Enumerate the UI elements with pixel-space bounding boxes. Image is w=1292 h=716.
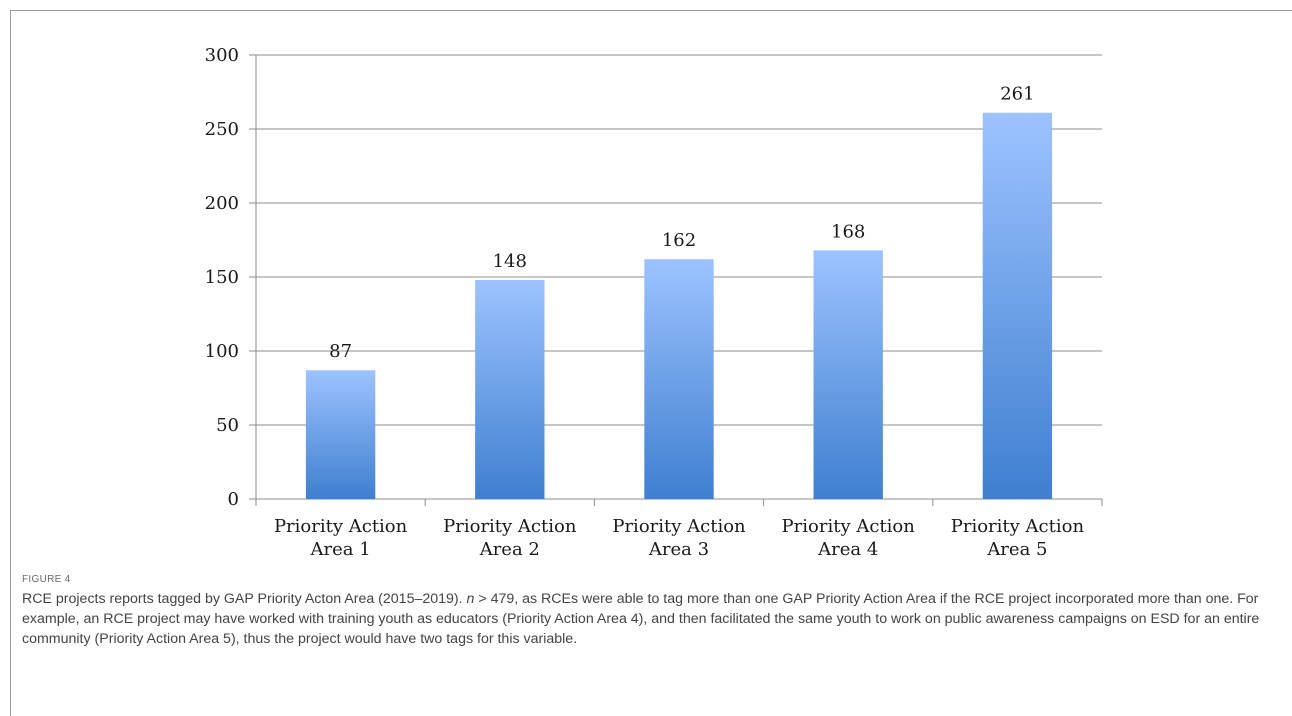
caption-rest: > 479, as RCEs were able to tag more tha…	[22, 591, 1260, 647]
data-label-2: 148	[493, 251, 527, 272]
x-tick-label-5: Priority Action	[951, 516, 1085, 537]
x-tick-label-1: Priority Action	[274, 516, 408, 537]
y-tick-label: 100	[205, 341, 239, 362]
x-tick-label-4: Priority Action	[782, 516, 916, 537]
bar-4	[813, 250, 883, 499]
x-tick-label-1: Area 1	[310, 539, 371, 560]
caption-n: n	[466, 591, 475, 607]
y-tick-label: 250	[205, 119, 239, 140]
y-tick-label: 0	[228, 489, 239, 510]
bar-5	[982, 112, 1053, 499]
bar-1	[305, 370, 376, 499]
bars	[305, 112, 1053, 499]
figure-caption: RCE projects reports tagged by GAP Prior…	[22, 589, 1272, 649]
x-tick-label-3: Priority Action	[612, 516, 746, 537]
x-tick-label-2: Priority Action	[443, 516, 577, 537]
bar-2	[475, 279, 545, 499]
y-tick-label: 50	[216, 415, 239, 436]
caption-prefix: RCE projects reports tagged by GAP Prior…	[22, 591, 467, 607]
y-tick-label: 300	[205, 45, 239, 66]
data-label-5: 261	[1000, 84, 1034, 105]
figure-label: FIGURE 4	[22, 574, 71, 585]
bar-3	[644, 259, 714, 499]
data-label-3: 162	[662, 230, 696, 251]
data-label-1: 87	[329, 341, 352, 362]
x-tick-label-3: Area 3	[648, 539, 709, 560]
figure-frame	[10, 10, 1292, 716]
x-tick-label-5: Area 5	[986, 539, 1047, 560]
x-tick-label-4: Area 4	[817, 539, 878, 560]
x-tick-label-2: Area 2	[479, 539, 540, 560]
data-label-4: 168	[831, 221, 865, 242]
y-tick-label: 150	[205, 267, 239, 288]
y-tick-label: 200	[205, 193, 239, 214]
